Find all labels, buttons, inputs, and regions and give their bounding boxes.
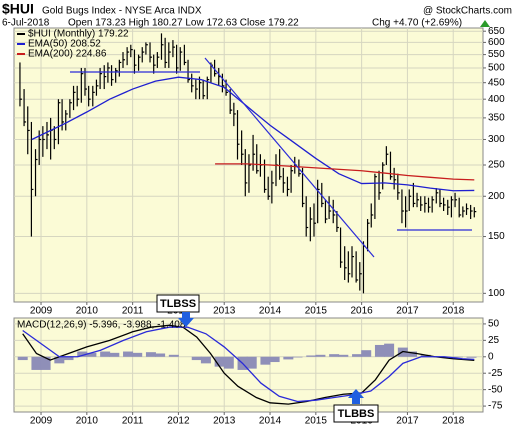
histogram-bar xyxy=(223,356,234,369)
annotation: TLBBS xyxy=(338,408,375,420)
histogram-bar xyxy=(145,352,156,357)
histogram-bar xyxy=(54,356,65,364)
up-arrow xyxy=(480,20,490,27)
chart-subtitle: Gold Bugs Index - NYSE Arca INDX xyxy=(42,6,202,17)
histogram-bar xyxy=(31,356,42,370)
x-tick-label: 2018 xyxy=(442,416,465,427)
y-tick-label: 600 xyxy=(488,37,505,48)
x-tick-label: 2015 xyxy=(305,416,328,427)
histogram-bar xyxy=(329,354,340,357)
y-tick-label: 50 xyxy=(488,319,500,330)
x-tick-label: 2018 xyxy=(442,306,465,317)
x-tick-label: 2011 xyxy=(122,306,144,317)
line xyxy=(31,76,475,192)
histogram-bar xyxy=(352,354,363,357)
histogram-bar xyxy=(452,356,463,358)
x-tick-label: 2009 xyxy=(30,416,53,427)
y-tick-label: 250 xyxy=(488,160,505,171)
histogram-bar xyxy=(214,356,225,367)
x-tick-label: 2016 xyxy=(351,306,374,317)
y-tick-label: 550 xyxy=(488,49,505,60)
x-tick-label: 2012 xyxy=(167,416,190,427)
histogram-bar xyxy=(63,356,74,361)
y-tick-label: 0 xyxy=(488,351,494,362)
annotation: TLBSS xyxy=(160,298,196,310)
annotation-box xyxy=(156,294,200,313)
histogram-bar xyxy=(361,350,372,357)
x-tick-label: 2014 xyxy=(259,306,282,317)
histogram-bar xyxy=(407,351,418,357)
histogram-bar xyxy=(40,356,51,370)
histogram-bar xyxy=(191,356,202,361)
y-tick-label: 100 xyxy=(488,288,505,299)
legend-label: EMA(200) 224.86 xyxy=(28,49,107,60)
date: 6-Jul-2018 xyxy=(2,18,50,29)
y-tick-label: 150 xyxy=(488,231,505,242)
y-tick-label: 450 xyxy=(488,77,505,88)
histogram-bar xyxy=(100,351,111,357)
histogram-bar xyxy=(86,352,97,357)
x-tick-label: 2015 xyxy=(305,306,328,317)
histogram-bar xyxy=(374,344,385,357)
histogram-bar xyxy=(306,355,317,357)
x-tick-label: 2013 xyxy=(213,416,236,427)
histogram-bar xyxy=(17,356,28,361)
y-tick-label: 25 xyxy=(488,335,500,346)
annotation-arrow xyxy=(178,312,194,327)
histogram-bar xyxy=(155,353,166,357)
trend-line xyxy=(204,57,375,258)
x-tick-label: 2010 xyxy=(76,306,99,317)
y-tick-label: -75 xyxy=(488,401,503,412)
x-tick-label: 2017 xyxy=(396,306,419,317)
histogram-bar xyxy=(168,354,179,357)
histogram-bar xyxy=(466,356,477,358)
y-tick-label: 500 xyxy=(488,63,505,74)
x-tick-label: 2017 xyxy=(396,416,419,427)
y-tick-label: 350 xyxy=(488,113,505,124)
line xyxy=(215,163,475,181)
annotation-arrow xyxy=(348,389,364,404)
legend-label: $HUI (Monthly) 179.22 xyxy=(28,29,129,40)
y-tick-label: 650 xyxy=(488,26,505,37)
panel-title: MACD(12,26,9) -5.396, -3.988, -1.408 xyxy=(17,320,186,331)
source: @ StockCharts.com xyxy=(423,6,512,17)
histogram-bar xyxy=(384,343,395,357)
line xyxy=(22,324,475,405)
y-tick-label: 300 xyxy=(488,134,505,145)
annotation-box xyxy=(333,404,379,423)
y-tick-label: 400 xyxy=(488,94,505,105)
x-tick-label: 2013 xyxy=(213,306,236,317)
histogram-bar xyxy=(260,356,271,365)
histogram-bar xyxy=(77,351,88,357)
legend-label: EMA(50) 208.52 xyxy=(28,39,101,50)
chart-title: $HUI xyxy=(2,1,34,17)
x-tick-label: 2011 xyxy=(122,416,144,427)
histogram-bar xyxy=(132,352,143,357)
x-tick-label: 2009 xyxy=(30,306,53,317)
histogram-bar xyxy=(315,354,326,357)
histogram-bar xyxy=(269,356,280,363)
histogram-bar xyxy=(292,356,303,358)
histogram-bar xyxy=(123,351,134,357)
x-tick-label: 2014 xyxy=(259,416,282,427)
histogram-bar xyxy=(283,356,294,360)
histogram-bar xyxy=(246,356,257,369)
line xyxy=(22,326,475,403)
stats: Open 173.23 High 180.27 Low 172.63 Close… xyxy=(68,18,299,29)
histogram-bar xyxy=(109,352,120,357)
histogram-bar xyxy=(200,356,211,364)
histogram-bar xyxy=(338,354,349,357)
y-tick-label: -25 xyxy=(488,368,503,379)
x-tick-label: 2010 xyxy=(76,416,99,427)
change: Chg +4.70 (+2.69%) xyxy=(372,18,462,29)
y-tick-label: -50 xyxy=(488,384,503,395)
y-tick-label: 200 xyxy=(488,191,505,202)
